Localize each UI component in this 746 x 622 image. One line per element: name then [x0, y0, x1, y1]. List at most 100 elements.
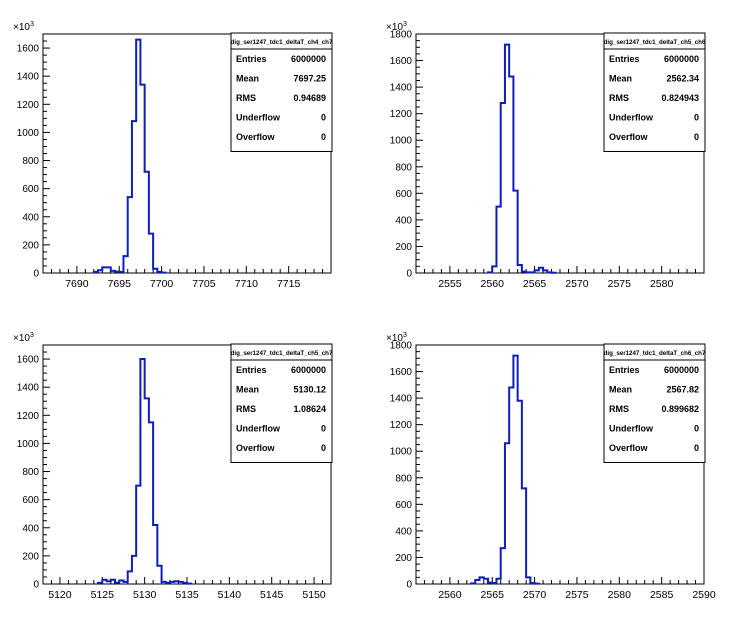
y-tick-label: 0	[33, 580, 39, 591]
y-tick-label: 1000	[390, 447, 413, 458]
y-tick-label: 1800	[390, 341, 413, 352]
y-axis-exponent: ×103	[13, 21, 34, 33]
stats-label-rms: RMS	[236, 404, 256, 414]
x-tick-label: 2580	[650, 278, 674, 290]
y-axis-exponent: ×103	[13, 332, 34, 344]
y-axis-exponent-base: 10	[19, 22, 31, 33]
stats-label-overflow: Overflow	[236, 443, 276, 453]
y-tick-label: 400	[22, 212, 39, 223]
x-tick-label: 7695	[108, 278, 132, 290]
x-tick-label: 2575	[608, 278, 632, 290]
y-axis-exponent-power: 3	[403, 332, 407, 339]
histogram-outline	[97, 358, 193, 585]
y-tick-label: 600	[395, 189, 412, 200]
x-tick-label: 7705	[192, 278, 216, 290]
y-tick-label: 1200	[17, 100, 40, 111]
stats-label-entries: Entries	[609, 54, 640, 64]
y-tick-label: 400	[395, 215, 412, 226]
stats-value-underflow: 0	[321, 113, 326, 123]
stats-value-overflow: 0	[321, 443, 326, 453]
stats-value-overflow: 0	[321, 132, 326, 142]
histogram-series	[487, 43, 557, 274]
y-tick-label: 1400	[390, 394, 413, 405]
stats-label-underflow: Underflow	[236, 424, 281, 434]
x-tick-label: 5150	[302, 589, 326, 601]
stats-label-rms: RMS	[236, 93, 256, 103]
y-axis-exponent-base: 10	[392, 333, 404, 344]
stats-box: dig_ser1247_tdc1_deltaT_ch5_ch6 Entries 60…	[603, 32, 706, 152]
y-tick-label: 800	[395, 162, 412, 173]
stats-value-mean: 7697.25	[293, 74, 326, 84]
y-tick-label: 800	[22, 467, 39, 478]
y-tick-label: 1400	[17, 383, 40, 394]
x-tick-label: 2570	[565, 278, 589, 290]
histogram-series	[97, 358, 193, 585]
y-tick-label: 1400	[17, 72, 40, 83]
histogram-outline	[487, 43, 557, 274]
y-tick-label: 1000	[17, 128, 40, 139]
x-tick-label: 7700	[150, 278, 174, 290]
x-tick-label: 5145	[260, 589, 284, 601]
stats-label-mean: Mean	[236, 74, 259, 84]
stats-value-mean: 2562.34	[666, 74, 699, 84]
y-tick-label: 1000	[390, 136, 413, 147]
x-tick-label: 5130	[133, 589, 157, 601]
y-tick-label: 0	[33, 269, 39, 280]
x-tick-label: 7690	[65, 278, 89, 290]
stats-value-mean: 5130.12	[293, 385, 326, 395]
x-tick-label: 7710	[235, 278, 259, 290]
histogram-series	[92, 38, 167, 274]
stats-body-box	[603, 359, 706, 463]
x-tick-label: 2580	[608, 589, 632, 601]
stats-body-box	[230, 359, 333, 463]
x-tick-label: 2590	[692, 589, 716, 601]
y-tick-label: 800	[395, 473, 412, 484]
stats-label-underflow: Underflow	[609, 424, 654, 434]
histogram-bin	[145, 398, 149, 584]
stats-value-rms: 0.94689	[293, 93, 326, 103]
y-axis-exponent-power: 3	[403, 21, 407, 28]
x-tick-label: 2565	[523, 278, 547, 290]
y-tick-label: 400	[395, 526, 412, 537]
y-tick-label: 1600	[17, 355, 40, 366]
stats-label-overflow: Overflow	[609, 132, 649, 142]
y-axis-exponent-base: 10	[392, 22, 404, 33]
stats-value-entries: 6000000	[291, 365, 326, 375]
y-tick-label: 600	[22, 495, 39, 506]
stats-value-rms: 0.824943	[661, 93, 699, 103]
y-tick-label: 200	[22, 551, 39, 562]
y-tick-label: 600	[395, 500, 412, 511]
stats-value-underflow: 0	[694, 424, 699, 434]
stats-value-rms: 0.899682	[661, 404, 699, 414]
stats-label-rms: RMS	[609, 93, 629, 103]
histogram-series	[470, 354, 540, 585]
histogram-outline	[470, 354, 540, 585]
stats-value-entries: 6000000	[664, 365, 699, 375]
stats-value-rms: 1.08624	[293, 404, 326, 414]
x-tick-label: 5125	[91, 589, 115, 601]
y-axis-exponent-times: ×	[386, 333, 392, 344]
y-axis-exponent: ×103	[386, 21, 407, 33]
y-tick-label: 1200	[17, 411, 40, 422]
stats-value-entries: 6000000	[664, 54, 699, 64]
stats-body-box	[230, 48, 333, 152]
stats-title: dig_ser1247_tdc1_deltaT_ch5_ch6	[604, 39, 706, 46]
y-axis-exponent: ×103	[386, 332, 407, 344]
stats-box: dig_ser1247_tdc1_deltaT_ch6_ch7 Entries 60…	[603, 343, 706, 463]
stats-label-entries: Entries	[609, 365, 640, 375]
stats-label-entries: Entries	[236, 365, 267, 375]
x-tick-label: 2585	[650, 589, 674, 601]
y-tick-label: 600	[22, 184, 39, 195]
x-tick-label: 5135	[175, 589, 199, 601]
x-tick-label: 2555	[438, 278, 462, 290]
y-tick-label: 0	[406, 269, 412, 280]
y-axis-exponent-power: 3	[30, 21, 34, 28]
y-tick-label: 0	[406, 580, 412, 591]
y-tick-label: 1000	[17, 439, 40, 450]
x-tick-label: 7715	[277, 278, 301, 290]
stats-label-underflow: Underflow	[236, 113, 281, 123]
y-tick-label: 1200	[390, 420, 413, 431]
